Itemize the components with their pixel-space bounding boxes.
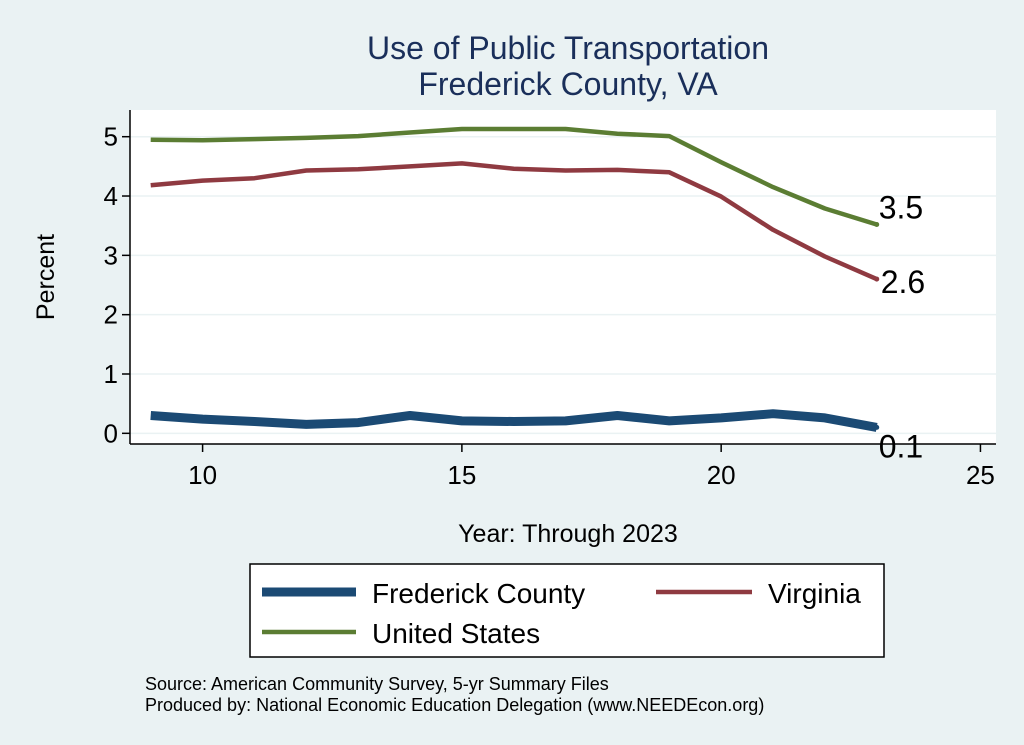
axis-ticks: 0 1 2 3 4 5 10 15 20 25 <box>104 122 995 490</box>
legend-label-virginia: Virginia <box>768 578 861 609</box>
series-line-united-states <box>150 126 878 227</box>
y-tick-label: 3 <box>104 240 118 270</box>
legend: Frederick County Virginia United States <box>262 578 861 649</box>
series-end-point-virginia <box>874 276 880 282</box>
x-tick-label: 10 <box>188 460 217 490</box>
series-end-point-frederick-county <box>874 424 880 430</box>
series-end-point-united-states <box>874 221 880 227</box>
end-label-virginia: 2.6 <box>881 264 925 300</box>
x-tick-label: 15 <box>447 460 476 490</box>
y-tick-label: 2 <box>104 300 118 330</box>
x-tick-label: 25 <box>966 460 995 490</box>
legend-box <box>249 563 885 658</box>
grid-lines <box>130 135 996 435</box>
y-tick-label: 4 <box>104 181 118 211</box>
x-axis-label: Year: Through 2023 <box>458 520 678 548</box>
legend-label-frederick-county: Frederick County <box>372 578 585 609</box>
end-label-frederick-county: 0.1 <box>879 428 923 464</box>
y-tick-label: 5 <box>104 122 118 152</box>
chart-subtitle: Frederick County, VA <box>418 66 718 102</box>
x-tick-label: 20 <box>707 460 736 490</box>
y-axis-label: Percent <box>32 234 60 320</box>
plot-area <box>130 110 996 444</box>
end-label-united-states: 3.5 <box>879 189 923 225</box>
produced-by-note: Produced by: National Economic Education… <box>145 695 764 715</box>
end-labels: 0.1 2.6 3.5 <box>879 189 925 464</box>
series-lines <box>150 126 880 432</box>
y-tick-label: 1 <box>104 359 118 389</box>
chart-title: Use of Public Transportation <box>367 30 769 66</box>
series-line-virginia <box>150 161 878 282</box>
source-note: Source: American Community Survey, 5-yr … <box>145 674 609 694</box>
legend-label-united-states: United States <box>372 618 540 649</box>
y-tick-label: 0 <box>104 418 118 448</box>
series-line-frederick-county <box>150 409 878 432</box>
